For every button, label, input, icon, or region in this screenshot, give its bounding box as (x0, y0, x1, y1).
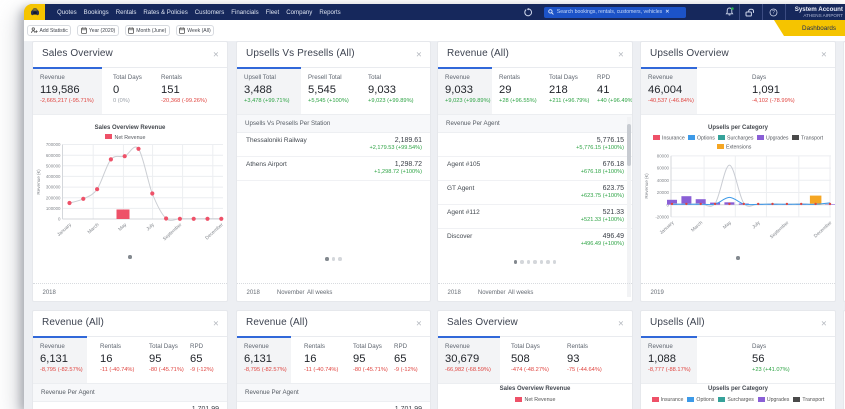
svg-text:Revenue (€): Revenue (€) (644, 172, 649, 198)
svg-text:80000: 80000 (657, 153, 670, 158)
svg-text:Net Revenue: Net Revenue (115, 134, 146, 140)
svg-text:20000: 20000 (657, 190, 670, 195)
svg-text:January: January (56, 221, 73, 237)
svg-text:?: ? (772, 10, 775, 16)
svg-text:Insurance: Insurance (662, 135, 685, 141)
svg-text:May: May (722, 219, 733, 230)
svg-text:500000: 500000 (46, 163, 61, 168)
svg-text:0: 0 (58, 216, 61, 221)
svg-text:September: September (162, 221, 184, 241)
svg-text:December: December (204, 221, 225, 241)
svg-text:Transport: Transport (801, 135, 824, 141)
svg-text:July: July (751, 219, 762, 230)
svg-text:600000: 600000 (46, 152, 61, 157)
svg-text:700000: 700000 (46, 142, 61, 147)
svg-text:March: March (87, 221, 101, 235)
svg-text:Sales Overview Revenue: Sales Overview Revenue (95, 125, 166, 131)
svg-text:200000: 200000 (46, 195, 61, 200)
svg-text:-20000: -20000 (655, 214, 669, 219)
svg-text:Options: Options (697, 135, 715, 141)
svg-text:40000: 40000 (657, 177, 670, 182)
svg-text:60000: 60000 (657, 165, 670, 170)
svg-text:Extensions: Extensions (726, 144, 752, 150)
svg-text:Surcharges: Surcharges (727, 135, 754, 141)
svg-text:400000: 400000 (46, 174, 61, 179)
svg-text:September: September (769, 219, 791, 239)
svg-text:0: 0 (667, 202, 670, 207)
svg-text:March: March (690, 219, 704, 233)
svg-text:100000: 100000 (46, 206, 61, 211)
svg-text:May: May (117, 221, 128, 232)
svg-text:Upsells per Category: Upsells per Category (708, 125, 769, 131)
svg-text:Upgrades: Upgrades (766, 135, 789, 141)
svg-text:300000: 300000 (46, 184, 61, 189)
svg-text:Revenue (€): Revenue (€) (36, 168, 41, 194)
svg-text:January: January (659, 219, 676, 235)
svg-text:July: July (145, 221, 156, 232)
svg-text:December: December (813, 219, 834, 239)
